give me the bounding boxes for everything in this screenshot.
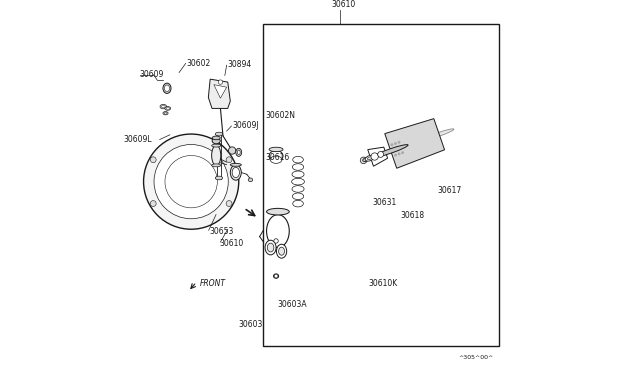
Text: ^305^00^: ^305^00^: [459, 355, 494, 360]
Ellipse shape: [215, 132, 223, 136]
Ellipse shape: [292, 164, 304, 170]
Ellipse shape: [212, 144, 221, 147]
Ellipse shape: [163, 112, 168, 115]
Text: 30610: 30610: [331, 0, 355, 9]
Ellipse shape: [164, 85, 170, 92]
Circle shape: [378, 151, 383, 157]
Circle shape: [394, 142, 397, 145]
Ellipse shape: [236, 148, 242, 156]
Ellipse shape: [363, 157, 371, 161]
Circle shape: [218, 80, 223, 84]
Polygon shape: [214, 85, 227, 98]
Text: 30610: 30610: [220, 239, 244, 248]
Ellipse shape: [276, 244, 287, 258]
Text: 30602N: 30602N: [266, 111, 296, 120]
Ellipse shape: [266, 208, 289, 215]
Ellipse shape: [273, 274, 278, 278]
Circle shape: [275, 274, 278, 278]
Circle shape: [390, 143, 394, 146]
Circle shape: [228, 147, 236, 154]
Ellipse shape: [215, 176, 223, 180]
Circle shape: [371, 153, 378, 160]
Ellipse shape: [266, 215, 289, 247]
Text: 30603A: 30603A: [278, 300, 308, 309]
Ellipse shape: [292, 156, 303, 163]
Text: 30617: 30617: [438, 186, 462, 195]
Text: FRONT: FRONT: [200, 279, 227, 288]
Text: 30609J: 30609J: [232, 121, 259, 130]
Circle shape: [143, 134, 239, 229]
Ellipse shape: [248, 178, 253, 182]
Circle shape: [154, 145, 228, 219]
Ellipse shape: [269, 147, 283, 152]
Ellipse shape: [212, 136, 220, 140]
Polygon shape: [209, 79, 230, 108]
Ellipse shape: [212, 138, 220, 144]
Circle shape: [226, 157, 232, 163]
Ellipse shape: [365, 155, 374, 161]
Circle shape: [274, 239, 278, 243]
Text: 30609: 30609: [139, 70, 164, 79]
Ellipse shape: [161, 105, 165, 108]
Ellipse shape: [164, 112, 167, 114]
Polygon shape: [385, 119, 445, 168]
Ellipse shape: [292, 193, 304, 200]
Circle shape: [401, 151, 404, 154]
Ellipse shape: [292, 178, 305, 185]
Text: 30894: 30894: [227, 60, 252, 69]
Bar: [263, 24, 499, 346]
Ellipse shape: [212, 164, 221, 167]
Circle shape: [165, 155, 218, 208]
Circle shape: [394, 154, 397, 157]
Text: 30610K: 30610K: [369, 279, 397, 288]
Ellipse shape: [268, 243, 274, 252]
Ellipse shape: [292, 171, 304, 177]
Ellipse shape: [230, 165, 241, 180]
Circle shape: [150, 201, 156, 206]
Ellipse shape: [212, 145, 221, 166]
Circle shape: [397, 141, 401, 144]
Ellipse shape: [265, 240, 276, 255]
Circle shape: [397, 153, 401, 155]
Ellipse shape: [373, 145, 408, 157]
Ellipse shape: [232, 167, 239, 177]
Ellipse shape: [270, 156, 282, 163]
Ellipse shape: [269, 151, 283, 161]
Ellipse shape: [230, 163, 241, 166]
Text: 30631: 30631: [372, 198, 396, 207]
Ellipse shape: [164, 107, 171, 110]
Text: 30618: 30618: [401, 211, 425, 220]
Text: 30616: 30616: [266, 153, 290, 162]
Circle shape: [226, 201, 232, 206]
Text: 30603: 30603: [239, 320, 263, 329]
Circle shape: [360, 157, 367, 164]
Ellipse shape: [292, 186, 304, 192]
Ellipse shape: [278, 247, 285, 255]
Ellipse shape: [160, 105, 166, 109]
Text: 30609L: 30609L: [123, 135, 152, 144]
Ellipse shape: [292, 200, 303, 207]
Text: 30602: 30602: [186, 58, 211, 68]
Ellipse shape: [424, 129, 454, 140]
Polygon shape: [368, 147, 388, 166]
Ellipse shape: [367, 157, 372, 160]
Ellipse shape: [166, 108, 170, 109]
Circle shape: [150, 157, 156, 163]
Ellipse shape: [237, 150, 240, 154]
Ellipse shape: [163, 83, 171, 93]
Text: 30653: 30653: [209, 227, 234, 235]
